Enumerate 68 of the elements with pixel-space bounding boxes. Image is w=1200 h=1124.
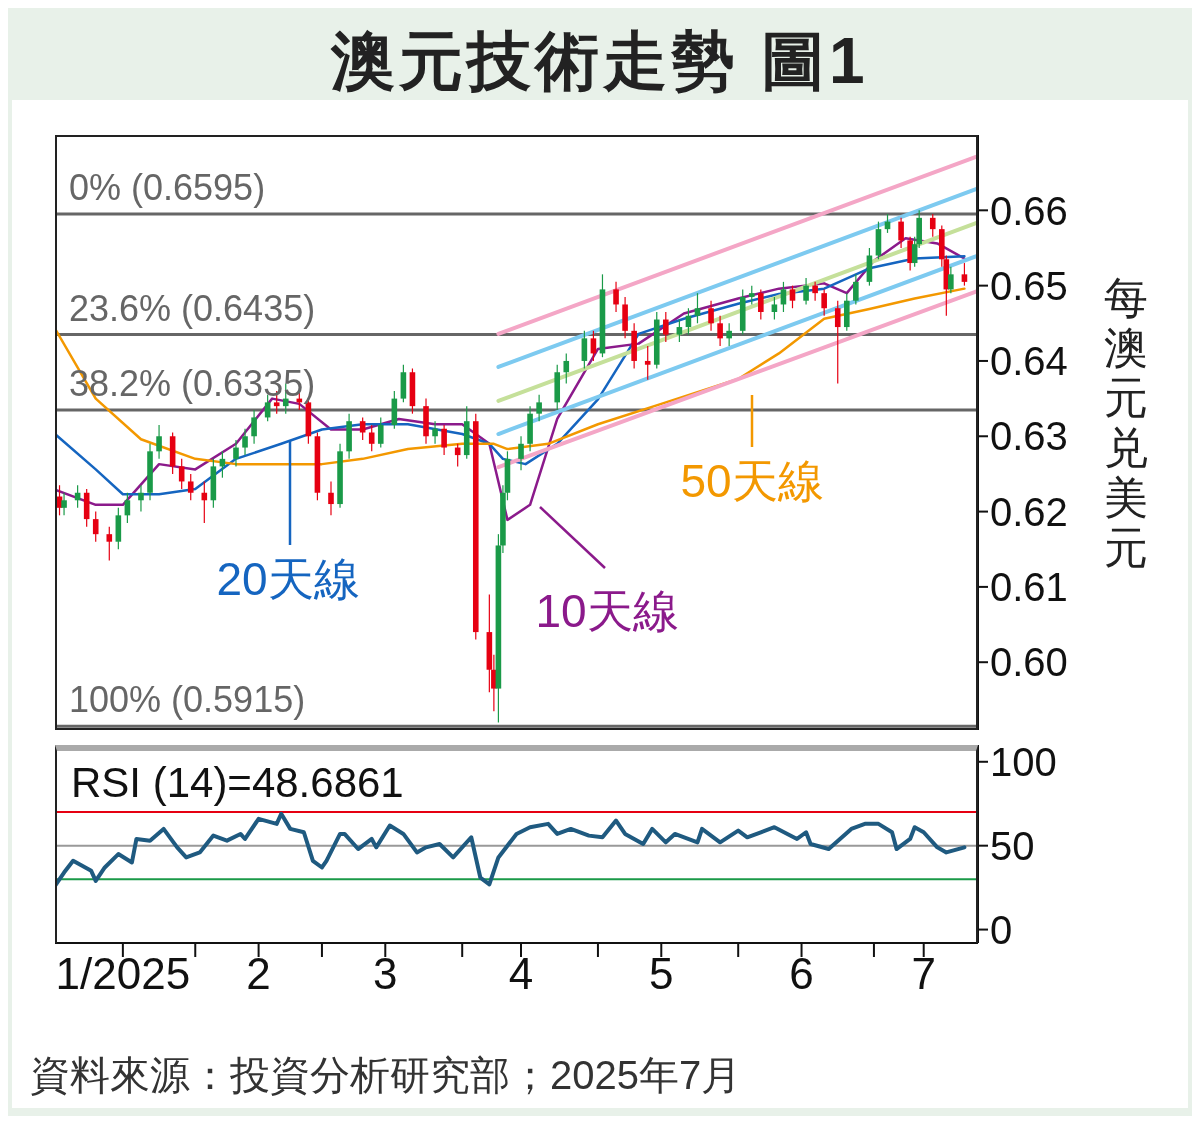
candlestick — [853, 273, 859, 306]
candlestick — [644, 345, 651, 381]
y-tick-label: 0.65 — [990, 263, 1068, 308]
y-tick-label: 50 — [990, 823, 1035, 868]
candlestick — [758, 288, 764, 321]
candlestick — [717, 315, 723, 347]
y-tick-label: 100 — [990, 739, 1057, 784]
legend-label: 20天線 — [216, 553, 360, 605]
candlestick — [694, 292, 701, 324]
line-series — [55, 811, 967, 888]
candlestick — [613, 281, 619, 313]
candlestick — [328, 480, 334, 516]
legend-label: 50天線 — [680, 455, 824, 507]
candlestick — [92, 510, 99, 543]
ref-line-label: 100% (0.5915) — [69, 679, 306, 721]
y-tick-label: 0.66 — [990, 188, 1068, 233]
ref-line-label: 0% (0.6595) — [69, 167, 266, 209]
y-tick-label: 0 — [990, 907, 1013, 952]
candlestick — [368, 424, 375, 452]
candlestick — [432, 420, 438, 445]
candlestick — [251, 409, 257, 445]
x-tick-label: 4 — [508, 949, 534, 998]
candlestick — [929, 213, 936, 238]
candlestick — [242, 428, 248, 456]
chart-title: 澳元技術走勢 圖1 — [330, 24, 870, 99]
candlestick — [138, 484, 144, 513]
y-tick-label: 0.62 — [990, 489, 1068, 534]
candlestick — [708, 300, 714, 332]
candlestick — [581, 330, 588, 370]
candlestick — [61, 492, 67, 516]
candlestick — [748, 285, 755, 306]
x-tick-label: 5 — [649, 949, 674, 998]
legend-label: 10天線 — [535, 585, 679, 637]
candlestick — [948, 266, 954, 294]
candlestick — [106, 526, 113, 562]
candlestick — [536, 394, 542, 422]
candlestick — [156, 424, 162, 460]
candlestick — [359, 416, 366, 441]
y-tick-label: 0.64 — [990, 339, 1068, 384]
y-tick-label: 0.63 — [990, 414, 1068, 459]
candlestick — [377, 416, 384, 449]
chart-title: RSI (14)=48.6861 — [71, 759, 404, 807]
x-tick-label: 6 — [789, 949, 814, 998]
candlestick — [187, 473, 194, 501]
source-note: 資料來源：投資分析研究部；2025年7月 — [30, 1052, 742, 1099]
candlestick — [821, 288, 827, 317]
x-tick-label: 3 — [373, 949, 398, 998]
candlestick — [726, 322, 732, 347]
candlestick — [441, 424, 447, 456]
candlestick — [834, 300, 841, 385]
y-tick-label: 0.61 — [990, 565, 1068, 610]
candlestick — [563, 352, 570, 385]
candlestick — [789, 285, 796, 309]
candlestick — [771, 296, 778, 321]
candlestick — [803, 277, 809, 306]
x-tick-label: 1/2025 — [55, 949, 191, 998]
candlestick — [233, 439, 239, 467]
candlestick — [812, 281, 818, 302]
candlestick — [518, 435, 524, 471]
candlestick — [961, 262, 968, 287]
candlestick — [898, 217, 904, 249]
ref-line-label: 23.6% (0.6435) — [69, 287, 316, 329]
y-tick-label: 0.60 — [990, 640, 1068, 685]
x-tick-label: 2 — [246, 949, 271, 998]
candlestick — [663, 311, 669, 343]
x-tick-label: 7 — [911, 949, 936, 998]
y-axis-title: 每澳元兑美元 — [1103, 273, 1149, 573]
candlestick — [676, 318, 683, 343]
